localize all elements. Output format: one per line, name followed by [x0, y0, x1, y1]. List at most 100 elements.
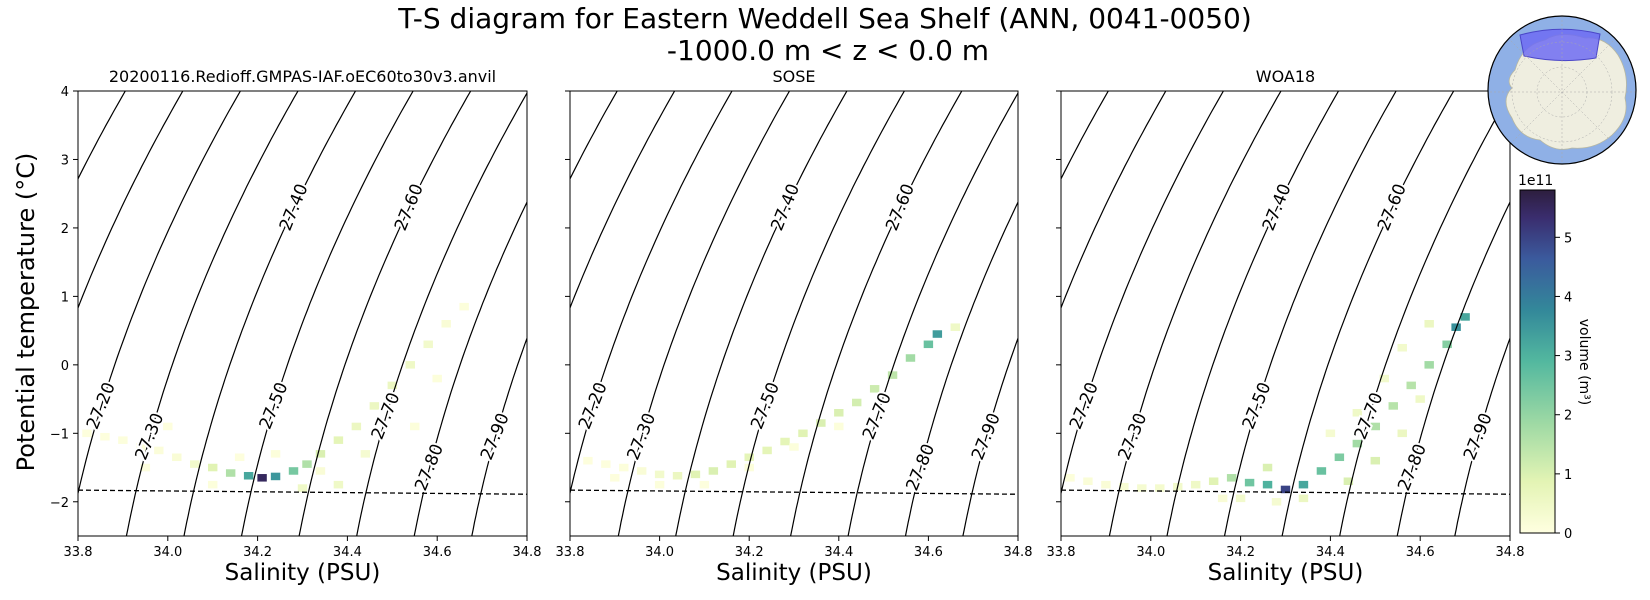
density-contour: [1166, 91, 1340, 536]
density-contour: [471, 336, 527, 536]
x-tick-label: 34.6: [1406, 545, 1435, 560]
panel-model: 27.2027.3027.4027.5027.6027.7027.8027.90…: [50, 67, 701, 586]
heatmap-cell: [654, 470, 665, 479]
heatmap-cell: [1424, 320, 1434, 328]
x-tick-label: 33.8: [64, 545, 93, 560]
heatmap-cell: [118, 436, 128, 444]
heatmap-cell: [672, 471, 683, 480]
heatmap-cell: [708, 467, 719, 475]
heatmap-cell: [1235, 494, 1246, 503]
heatmap-cell: [1316, 467, 1327, 475]
x-tick-label: 34.6: [914, 545, 943, 560]
heatmap-cell: [1083, 477, 1093, 485]
map-weddell-region: [1519, 28, 1601, 62]
heatmap-cell: [636, 467, 647, 475]
density-contour: [78, 91, 126, 181]
heatmap-cell: [1271, 498, 1282, 506]
heatmap-cell: [950, 323, 960, 331]
heatmap-cell: [816, 419, 826, 427]
heatmap-cell: [1065, 474, 1075, 482]
heatmap-cell: [243, 471, 254, 480]
heatmap-cell: [1379, 374, 1389, 383]
heatmap-cell: [744, 463, 754, 472]
colorbar-tick-label: 0: [1564, 527, 1572, 542]
density-contour: [1454, 336, 1510, 536]
density-contour: [78, 91, 184, 310]
heatmap-cell: [619, 463, 629, 472]
heatmap-cell: [932, 330, 943, 338]
density-contour: [356, 91, 527, 536]
x-tick-label: 34.4: [333, 545, 362, 560]
heatmap-cell: [834, 422, 844, 431]
heatmap-cell: [699, 480, 710, 489]
heatmap-cell: [387, 381, 398, 390]
density-contour: [1061, 91, 1109, 181]
x-tick-label: 33.8: [1047, 545, 1076, 560]
heatmap-cell: [744, 453, 754, 462]
heatmap-cell: [1424, 361, 1434, 369]
heatmap-cell: [100, 432, 110, 441]
density-contour: [570, 91, 676, 310]
density-contour: [1108, 91, 1282, 536]
plot-frame: [77, 90, 528, 537]
panel-woa18: 27.2027.3027.4027.5027.6027.7027.8027.90…: [1047, 67, 1525, 586]
heatmap-cell: [297, 484, 308, 492]
heatmap-cell: [1137, 484, 1147, 492]
heatmap-cell: [1217, 494, 1228, 503]
heatmap-cell: [1460, 313, 1470, 321]
heatmap-cell: [369, 402, 380, 410]
density-contour: [1281, 91, 1455, 536]
density-contour: [675, 91, 848, 536]
y-tick-label: 3: [61, 153, 69, 168]
x-tick-label: 34.8: [513, 545, 542, 560]
heatmap-cell: [654, 480, 665, 489]
density-contour: [1061, 91, 1167, 310]
y-tick-label: −1: [50, 427, 69, 442]
density-contour: [570, 91, 618, 181]
heatmap-cell: [852, 398, 862, 407]
density-contour: [570, 91, 733, 496]
density-contour: [240, 91, 414, 536]
heatmap-cell: [798, 429, 808, 438]
heatmap-cell: [1370, 422, 1381, 431]
heatmap-cell: [834, 409, 844, 417]
colorbar-tick-label: 5: [1564, 231, 1572, 246]
heatmap-cell: [136, 443, 146, 451]
heatmap-cell: [1155, 484, 1165, 492]
density-contour: [298, 91, 472, 536]
heatmap-cell: [1226, 474, 1237, 482]
y-tick-label: 0: [61, 359, 69, 374]
heatmap-cell: [905, 354, 916, 362]
density-contour: [847, 91, 1018, 536]
heatmap-cell: [257, 474, 267, 482]
heatmap-cell: [432, 374, 442, 383]
heatmap-cell: [172, 453, 182, 462]
heatmap-cell: [1280, 485, 1291, 494]
region-inset-map: [1487, 15, 1637, 165]
density-contour: [732, 91, 905, 536]
heatmap-cell: [1208, 477, 1219, 485]
density-contour: [1339, 91, 1510, 536]
heatmap-cell: [410, 422, 420, 431]
heatmap-cell: [441, 320, 451, 328]
heatmap-cell: [302, 460, 312, 468]
y-tick-label: 4: [61, 85, 69, 100]
density-contour: [78, 91, 241, 496]
y-tick-label: −2: [50, 496, 69, 511]
heatmap-cell: [1298, 494, 1309, 503]
heatmap-cell: [1352, 409, 1363, 417]
density-contour: [529, 91, 701, 536]
x-tick-label: 34.6: [423, 545, 452, 560]
x-axis-label: Salinity (PSU): [716, 560, 872, 586]
heatmap-cell: [82, 429, 92, 438]
panel-title: WOA18: [1256, 67, 1315, 86]
plot-frame: [569, 90, 1019, 537]
heatmap-cell: [780, 437, 790, 446]
figure-title-line2: -1000.0 m < z < 0.0 m: [667, 34, 989, 67]
heatmap-cell: [1244, 478, 1255, 487]
heatmap-cell: [315, 450, 326, 458]
panel-title: SOSE: [772, 67, 815, 86]
